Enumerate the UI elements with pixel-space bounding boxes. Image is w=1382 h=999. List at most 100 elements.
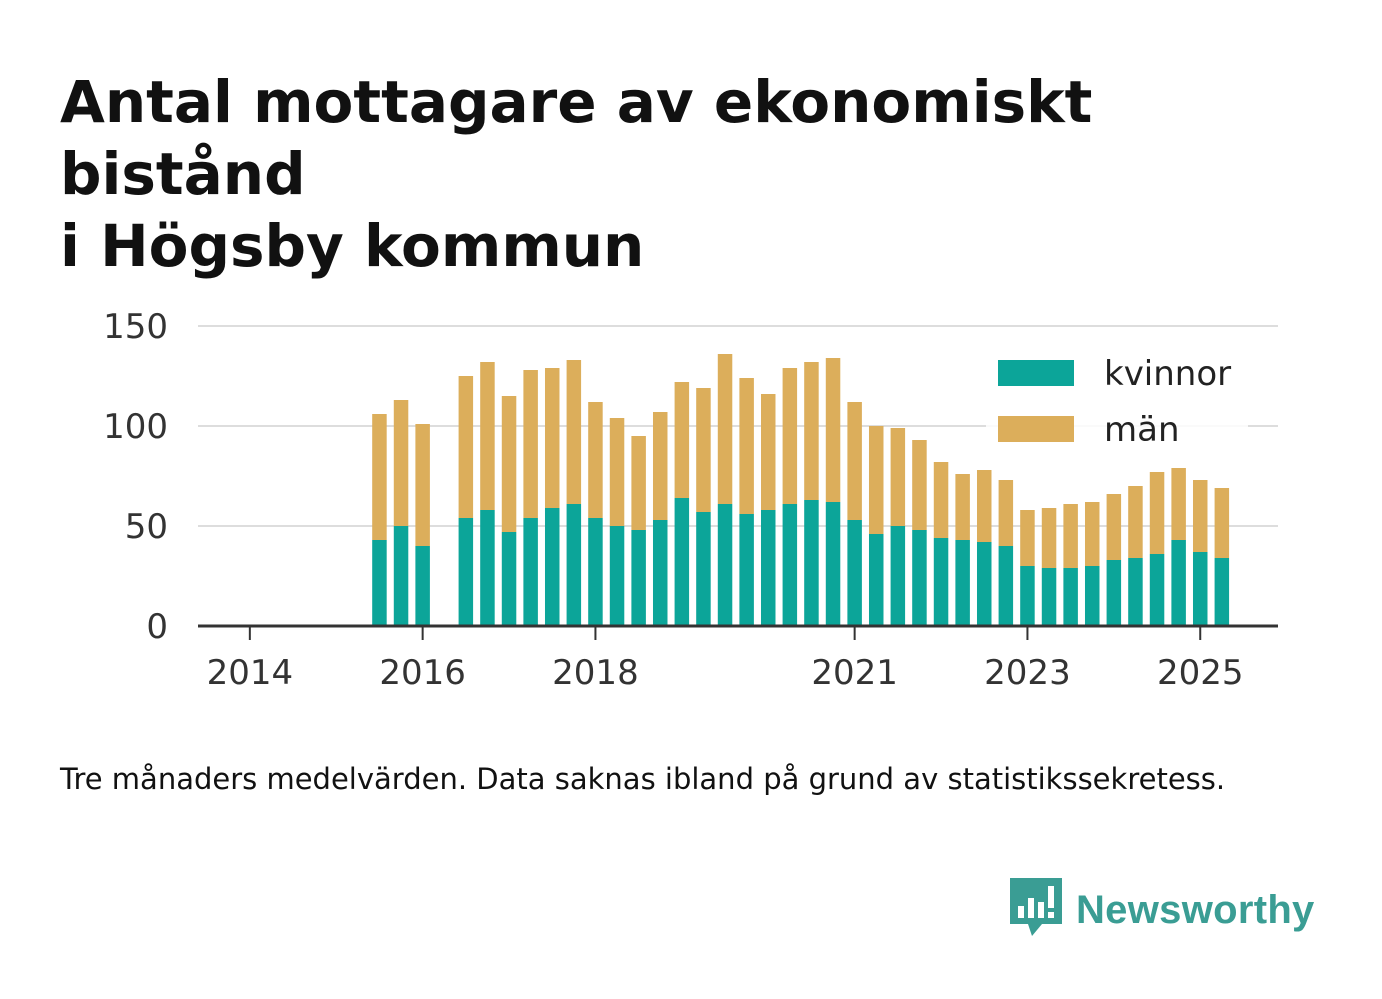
bar-kvinnor-2017-04 (523, 518, 538, 626)
legend-label-man: män (1104, 410, 1180, 450)
bar-man-2023-10 (1084, 502, 1100, 566)
bar-man-2015-07 (372, 414, 387, 540)
bar-kvinnor-2017-01 (501, 532, 517, 626)
bar-man-2024-04 (1128, 486, 1143, 558)
bar-kvinnor-2023-07 (1063, 568, 1078, 626)
bar-kvinnor-2019-07 (717, 504, 733, 626)
y-tick-label-100: 100 (103, 407, 168, 447)
bar-man-2022-01 (933, 462, 949, 538)
bar-kvinnor-2021-07 (890, 526, 906, 626)
bar-kvinnor-2019-01 (674, 498, 690, 626)
x-tick-label-2023: 2023 (984, 653, 1071, 693)
bar-man-2017-01 (501, 396, 517, 532)
bar-kvinnor-2025-01 (1192, 552, 1208, 626)
bar-man-2022-04 (955, 474, 970, 540)
bar-kvinnor-2023-04 (1041, 568, 1057, 626)
bar-man-2023-07 (1063, 504, 1078, 568)
x-tick-label-2016: 2016 (379, 653, 466, 693)
bar-man-2018-10 (652, 412, 668, 520)
chart-title-line-2: i Högsby kommun (60, 212, 645, 280)
bar-kvinnor-2015-10 (393, 526, 409, 626)
x-tick-label-2014: 2014 (207, 653, 294, 693)
bar-man-2025-04 (1214, 488, 1230, 558)
brand-logo: Newsworthy (1010, 878, 1315, 942)
bar-man-2018-07 (631, 436, 646, 530)
bar-kvinnor-2017-07 (544, 508, 560, 626)
bar-man-2016-01 (415, 424, 430, 546)
legend-label-kvinnor: kvinnor (1104, 354, 1231, 394)
bar-kvinnor-2019-10 (739, 514, 754, 626)
bar-kvinnor-2024-07 (1149, 554, 1165, 626)
y-tick-label-0: 0 (146, 607, 168, 647)
bar-man-2024-07 (1149, 472, 1165, 554)
x-tick-label-2018: 2018 (552, 653, 639, 693)
bar-kvinnor-2018-07 (631, 530, 646, 626)
y-tick-label-50: 50 (125, 507, 168, 547)
bar-man-2018-01 (588, 402, 603, 518)
legend-swatch-man (998, 416, 1074, 442)
x-tick-label-2021: 2021 (811, 653, 898, 693)
bar-kvinnor-2022-10 (998, 546, 1014, 626)
bar-man-2020-10 (825, 358, 841, 502)
bar-man-2021-04 (868, 426, 884, 534)
bar-kvinnor-2025-04 (1214, 558, 1230, 626)
bar-kvinnor-2022-07 (976, 542, 992, 626)
bar-man-2024-10 (1171, 468, 1186, 540)
bar-kvinnor-2018-10 (652, 520, 668, 626)
bar-man-2023-04 (1041, 508, 1057, 568)
bar-kvinnor-2018-04 (609, 526, 625, 626)
bar-man-2019-04 (696, 388, 711, 512)
bar-kvinnor-2020-01 (760, 510, 776, 626)
newsworthy-logo-icon (1010, 878, 1062, 936)
bar-man-2016-10 (480, 362, 495, 510)
bar-kvinnor-2016-01 (415, 546, 430, 626)
bar-man-2020-07 (804, 362, 819, 500)
bar-man-2018-04 (609, 418, 625, 526)
bar-man-2017-04 (523, 370, 538, 518)
bar-kvinnor-2023-10 (1084, 566, 1100, 626)
bar-man-2021-10 (912, 440, 927, 530)
bar-man-2019-07 (717, 354, 733, 504)
chart-legend: kvinnor män (986, 346, 1248, 462)
bar-kvinnor-2016-10 (480, 510, 495, 626)
chart-title: Antal mottagare av ekonomiskt bistånd i … (60, 66, 1340, 282)
bar-man-2017-07 (544, 368, 560, 508)
bar-kvinnor-2022-01 (933, 538, 949, 626)
bar-man-2020-04 (782, 368, 798, 504)
bar-kvinnor-2016-07 (458, 518, 474, 626)
bar-kvinnor-2022-04 (955, 540, 970, 626)
bar-kvinnor-2017-10 (566, 504, 582, 626)
bar-man-2019-01 (674, 382, 690, 498)
bar-man-2025-01 (1192, 480, 1208, 552)
bar-man-2017-10 (566, 360, 582, 504)
bar-man-2015-10 (393, 400, 409, 526)
chart-title-line-1: Antal mottagare av ekonomiskt bistånd (60, 68, 1093, 208)
bar-man-2019-10 (739, 378, 754, 514)
bar-man-2021-01 (847, 402, 862, 520)
bar-kvinnor-2023-01 (1020, 566, 1035, 626)
bar-kvinnor-2021-01 (847, 520, 862, 626)
bar-man-2024-01 (1106, 494, 1122, 560)
bar-kvinnor-2021-10 (912, 530, 927, 626)
bar-man-2021-07 (890, 428, 906, 526)
bar-kvinnor-2019-04 (696, 512, 711, 626)
bar-kvinnor-2024-01 (1106, 560, 1122, 626)
bar-kvinnor-2024-10 (1171, 540, 1186, 626)
bar-kvinnor-2024-04 (1128, 558, 1143, 626)
bar-man-2016-07 (458, 376, 474, 518)
chart-caption: Tre månaders medelvärden. Data saknas ib… (60, 762, 1226, 796)
brand-name: Newsworthy (1076, 887, 1315, 932)
legend-swatch-kvinnor (998, 360, 1074, 386)
bar-kvinnor-2020-04 (782, 504, 798, 626)
bar-kvinnor-2020-07 (804, 500, 819, 626)
bar-kvinnor-2015-07 (372, 540, 387, 626)
bar-kvinnor-2018-01 (588, 518, 603, 626)
bar-kvinnor-2020-10 (825, 502, 841, 626)
bar-man-2022-07 (976, 470, 992, 542)
bar-kvinnor-2021-04 (868, 534, 884, 626)
bar-man-2022-10 (998, 480, 1014, 546)
x-tick-label-2025: 2025 (1157, 653, 1244, 693)
y-tick-label-150: 150 (103, 307, 168, 347)
bar-man-2023-01 (1020, 510, 1035, 566)
